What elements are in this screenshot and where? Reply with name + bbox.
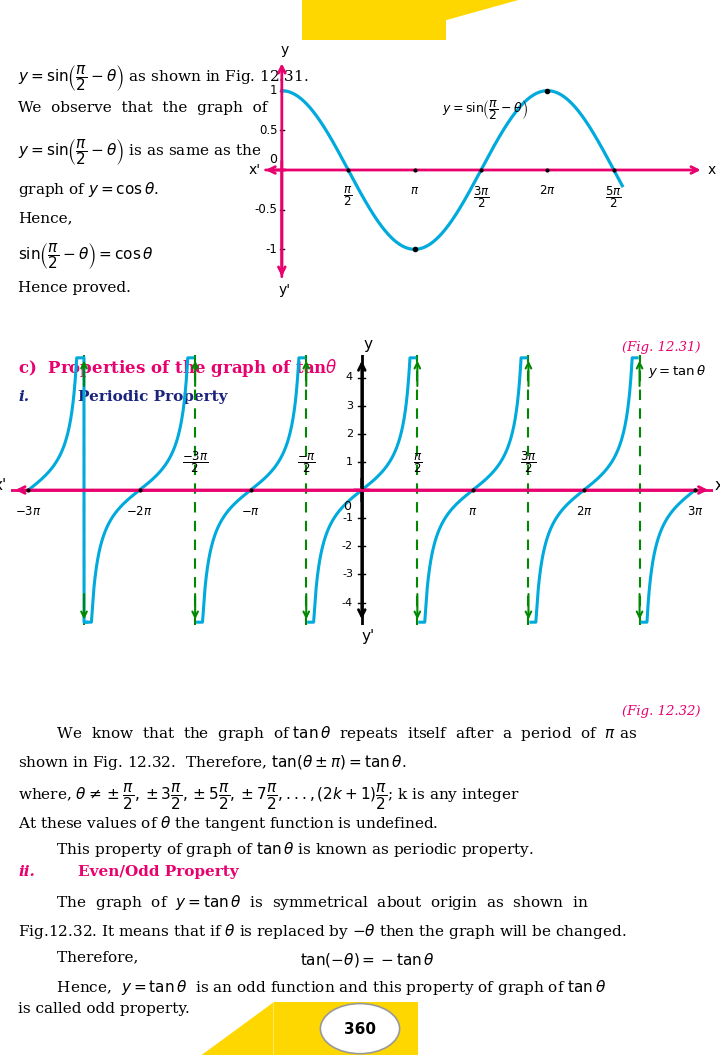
Text: We  know  that  the  graph  of $\tan\theta$  repeats  itself  after  a  period  : We know that the graph of $\tan\theta$ r…: [18, 724, 637, 743]
Text: x': x': [0, 478, 7, 494]
Text: 0: 0: [343, 500, 351, 513]
Text: 2: 2: [346, 428, 353, 439]
Text: $2\pi$: $2\pi$: [539, 185, 556, 197]
Text: x': x': [248, 164, 261, 177]
Text: 0: 0: [269, 153, 276, 166]
Text: $\dfrac{\pi}{2}$: $\dfrac{\pi}{2}$: [413, 450, 422, 475]
Text: The  graph  of  $y = \tan\theta$  is  symmetrical  about  origin  as  shown  in: The graph of $y = \tan\theta$ is symmetr…: [18, 893, 588, 912]
Text: $-2\pi$: $-2\pi$: [126, 505, 153, 518]
Text: 3: 3: [346, 401, 353, 410]
Text: -1: -1: [342, 513, 353, 523]
Text: $y = \sin\!\left(\dfrac{\pi}{2}-\theta\right)$: $y = \sin\!\left(\dfrac{\pi}{2}-\theta\r…: [443, 98, 528, 122]
Text: Fig.12.32. It means that if $\theta$ is replaced by $-\theta$ then the graph wil: Fig.12.32. It means that if $\theta$ is …: [18, 922, 626, 941]
Text: -3: -3: [342, 570, 353, 579]
Text: 1: 1: [270, 84, 278, 97]
Text: $-3\pi$: $-3\pi$: [15, 505, 42, 518]
Text: $2\pi$: $2\pi$: [576, 505, 593, 518]
Text: This property of graph of $\tan\theta$ is known as periodic property.: This property of graph of $\tan\theta$ i…: [18, 840, 534, 859]
Text: $\dfrac{-\pi}{2}$: $\dfrac{-\pi}{2}$: [297, 450, 316, 475]
Text: y': y': [279, 283, 290, 296]
Text: x: x: [708, 164, 716, 177]
Text: Periodic Property: Periodic Property: [78, 390, 228, 404]
Text: (Fig. 12.31): (Fig. 12.31): [621, 341, 700, 353]
Text: $y = \tan\theta$: $y = \tan\theta$: [647, 363, 706, 381]
Text: graph of $y = \cos\theta$.: graph of $y = \cos\theta$.: [18, 180, 159, 199]
Text: At these values of $\theta$ the tangent function is undefined.: At these values of $\theta$ the tangent …: [18, 814, 438, 833]
Text: $y = \sin\!\left(\dfrac{\pi}{2}-\theta\right)$ as shown in Fig. 12.31.: $y = \sin\!\left(\dfrac{\pi}{2}-\theta\r…: [18, 63, 309, 93]
Text: $\dfrac{\pi}{2}$: $\dfrac{\pi}{2}$: [343, 185, 353, 208]
Text: $y = \sin\!\left(\dfrac{\pi}{2}-\theta\right)$ is as same as the: $y = \sin\!\left(\dfrac{\pi}{2}-\theta\r…: [18, 137, 261, 167]
Text: i.: i.: [18, 390, 29, 404]
Text: 1: 1: [346, 457, 353, 467]
Polygon shape: [302, 0, 518, 40]
Text: Even/Odd Property: Even/Odd Property: [78, 865, 238, 879]
Text: $\dfrac{-3\pi}{2}$: $\dfrac{-3\pi}{2}$: [182, 448, 208, 475]
Text: $-\pi$: $-\pi$: [241, 505, 260, 518]
Text: x: x: [714, 478, 720, 494]
Polygon shape: [302, 0, 446, 40]
Text: 0.5: 0.5: [259, 123, 278, 137]
Text: $\dfrac{3\pi}{2}$: $\dfrac{3\pi}{2}$: [472, 185, 490, 210]
Text: $3\pi$: $3\pi$: [687, 505, 703, 518]
Text: 360: 360: [344, 1022, 376, 1037]
Text: Hence,  $y = \tan\theta$  is an odd function and this property of graph of $\tan: Hence, $y = \tan\theta$ is an odd functi…: [18, 978, 606, 997]
Text: ii.: ii.: [18, 865, 35, 879]
Text: where, $\theta \neq \pm\dfrac{\pi}{2},\pm3\dfrac{\pi}{2},\pm5\dfrac{\pi}{2},\pm7: where, $\theta \neq \pm\dfrac{\pi}{2},\p…: [18, 782, 519, 811]
Text: shown in Fig. 12.32.  Therefore, $\tan(\theta\pm\pi) = \tan\theta$.: shown in Fig. 12.32. Therefore, $\tan(\t…: [18, 753, 406, 772]
Text: y': y': [361, 629, 375, 645]
Text: 4: 4: [346, 372, 353, 383]
Text: c)  Properties of the graph of tan$\theta$: c) Properties of the graph of tan$\theta…: [18, 357, 338, 379]
Text: -2: -2: [342, 541, 353, 552]
Text: (Fig. 12.32): (Fig. 12.32): [621, 705, 700, 717]
Text: $\pi$: $\pi$: [468, 505, 477, 518]
Text: $\dfrac{5\pi}{2}$: $\dfrac{5\pi}{2}$: [606, 185, 622, 210]
Text: We  observe  that  the  graph  of: We observe that the graph of: [18, 101, 267, 115]
Polygon shape: [202, 1002, 274, 1055]
Ellipse shape: [320, 1003, 400, 1054]
Text: $\tan(-\theta) = -\tan\theta$: $\tan(-\theta) = -\tan\theta$: [300, 951, 435, 968]
Text: Hence,: Hence,: [18, 211, 73, 225]
Text: Hence proved.: Hence proved.: [18, 281, 131, 294]
Text: $\dfrac{3\pi}{2}$: $\dfrac{3\pi}{2}$: [520, 448, 537, 475]
Text: $\pi$: $\pi$: [410, 185, 419, 197]
Text: is called odd property.: is called odd property.: [18, 1002, 190, 1016]
Text: -1: -1: [266, 243, 278, 255]
Text: $\sin\!\left(\dfrac{\pi}{2}-\theta\right) = \cos\theta$: $\sin\!\left(\dfrac{\pi}{2}-\theta\right…: [18, 241, 154, 270]
Text: -0.5: -0.5: [255, 204, 278, 216]
Text: y: y: [364, 338, 373, 352]
Polygon shape: [274, 1002, 418, 1055]
Text: -4: -4: [342, 597, 353, 608]
Text: y: y: [280, 43, 289, 57]
Text: Therefore,: Therefore,: [18, 951, 138, 964]
